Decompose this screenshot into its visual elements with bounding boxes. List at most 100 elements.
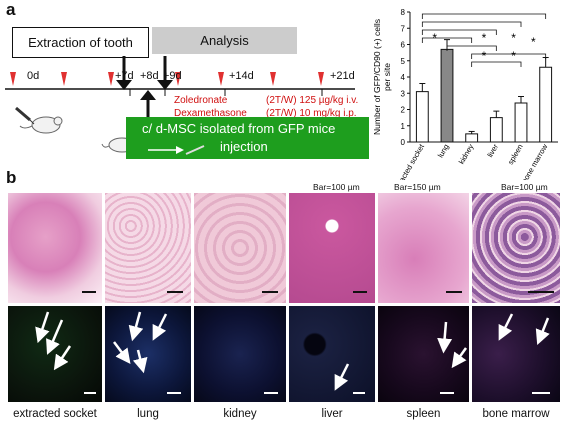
dose-zoledronate: (2T/W) 125 µg/kg i.v.: [266, 95, 359, 106]
injection-markers: [10, 72, 324, 86]
cell-count-chart: 0 1 2 3 4 5 6 7 8 Number of GFP/CD90 (+) cellsper…: [372, 8, 558, 180]
y-tick-label: 6: [401, 41, 406, 50]
marker: [61, 72, 67, 86]
he-image-extracted-socket: [8, 193, 102, 303]
scale-bar: [167, 291, 183, 293]
msc-line2: injection: [220, 139, 268, 154]
arrow-icon: [132, 349, 148, 374]
scale-bar: [82, 291, 96, 293]
marker: [218, 72, 224, 86]
caption-spleen: spleen: [406, 408, 441, 420]
arrow-icon: [113, 341, 131, 364]
tick-label-14d: +14d: [229, 70, 254, 82]
scale-bar: [167, 392, 181, 394]
fluor-image-kidney: [194, 306, 286, 402]
arrow-icon: [128, 311, 144, 342]
y-tick-label: 5: [401, 57, 406, 66]
arrow-icon: [498, 313, 514, 341]
scale-label-2: Bar=150 µm: [394, 182, 441, 192]
marker: [318, 72, 324, 86]
scale-bar: [264, 392, 278, 394]
significance-bracket: [421, 13, 547, 19]
msc-line1: c/ d-MSC isolated from GFP mice: [142, 121, 336, 136]
arrow-icon: [152, 313, 168, 341]
y-tick-label: 0: [401, 138, 406, 147]
caption-kidney: kidney: [223, 408, 257, 420]
he-image-spleen: [378, 193, 469, 303]
scale-bar: [353, 291, 367, 293]
caption-lung: lung: [137, 408, 159, 420]
significance-star: *: [482, 31, 487, 45]
tick-label-21d: +21d: [330, 70, 355, 82]
syringe-mouse-icon: [15, 106, 63, 134]
tick-label-0d: 0d: [27, 70, 40, 82]
analysis-box: Analysis: [152, 27, 297, 54]
injection-arrow-icon: [148, 145, 205, 155]
marker: [108, 72, 114, 86]
significance-star: *: [432, 31, 437, 45]
scale-label-1: Bar=100 µm: [313, 182, 360, 192]
scale-label-3: Bar=100 µm: [501, 182, 548, 192]
scale-bar: [440, 392, 454, 394]
marker: [10, 72, 16, 86]
arrow-icon: [35, 311, 50, 344]
panel-b-letter: b: [6, 168, 17, 187]
y-tick-label: 7: [401, 24, 406, 33]
he-image-liver: [289, 193, 375, 303]
arrow-day7-head: [116, 80, 132, 90]
scale-bar: [532, 392, 550, 394]
drug-dexamethasone: Dexamethasone: [174, 108, 247, 119]
y-tick-label: 8: [401, 8, 406, 17]
drug-doses: (2T/W) 125 µg/kg i.v. (2T/W) 10 mg/kg i.…: [266, 94, 358, 120]
he-image-kidney: [194, 193, 286, 303]
significance-bracket: [446, 45, 497, 51]
scale-bar: [528, 291, 554, 293]
scale-bar: [84, 392, 96, 394]
tick-label-7d: +7d: [115, 70, 134, 82]
significance-bracket: [421, 29, 497, 35]
caption-extracted-socket: extracted socket: [13, 408, 97, 420]
y-tick-label: 1: [401, 122, 406, 131]
significance-bracket: [421, 37, 473, 43]
significance-bracket: [421, 21, 522, 27]
significance-star: *: [531, 35, 536, 49]
marker: [270, 72, 276, 86]
panel-a-letter: a: [6, 0, 16, 19]
arrow-icon: [46, 319, 64, 355]
arrow-icon: [334, 363, 350, 391]
significance-bracket: [471, 53, 547, 59]
y-axis-label: Number of GFP/CD90 (+) cellsper site: [372, 19, 392, 135]
arrow-icon: [53, 345, 72, 371]
arrow-icon: [437, 321, 453, 354]
arrow-day9-head: [157, 80, 173, 90]
he-image-bone-marrow: [472, 193, 560, 303]
arrow-icon: [451, 347, 468, 369]
analysis-label: Analysis: [200, 33, 249, 48]
extraction-label: Extraction of tooth: [28, 35, 133, 50]
significance-star: *: [482, 49, 487, 63]
fluor-image-liver: [289, 306, 375, 402]
caption-liver: liver: [321, 408, 343, 420]
scale-bar: [262, 291, 278, 293]
significance-bracket: [471, 61, 522, 67]
extraction-box: Extraction of tooth: [12, 27, 149, 58]
drug-zoledronate: Zoledronate: [174, 95, 228, 106]
marker: [175, 72, 181, 86]
y-tick-label: 2: [401, 106, 406, 115]
significance-star: *: [511, 31, 516, 45]
y-tick-label: 4: [401, 73, 406, 82]
tick-label-8d: +8d: [140, 70, 159, 82]
msc-injection-box: c/ d-MSC isolated from GFP mice injectio…: [126, 117, 369, 159]
dose-dexamethasone: (2T/W) 10 mg/kg i.p.: [266, 108, 357, 119]
y-tick-label: 3: [401, 89, 406, 98]
he-image-lung: [105, 193, 191, 303]
scale-bar: [353, 392, 365, 394]
arrow-icon: [535, 317, 550, 345]
arrow-day8-head: [140, 90, 156, 100]
drug-names: Zoledronate Dexamethasone: [174, 94, 247, 120]
caption-bone-marrow: bone marrow: [482, 408, 550, 420]
scale-bar: [446, 291, 462, 293]
tick-label-9d: +9d: [163, 70, 182, 82]
significance-star: *: [511, 49, 516, 63]
